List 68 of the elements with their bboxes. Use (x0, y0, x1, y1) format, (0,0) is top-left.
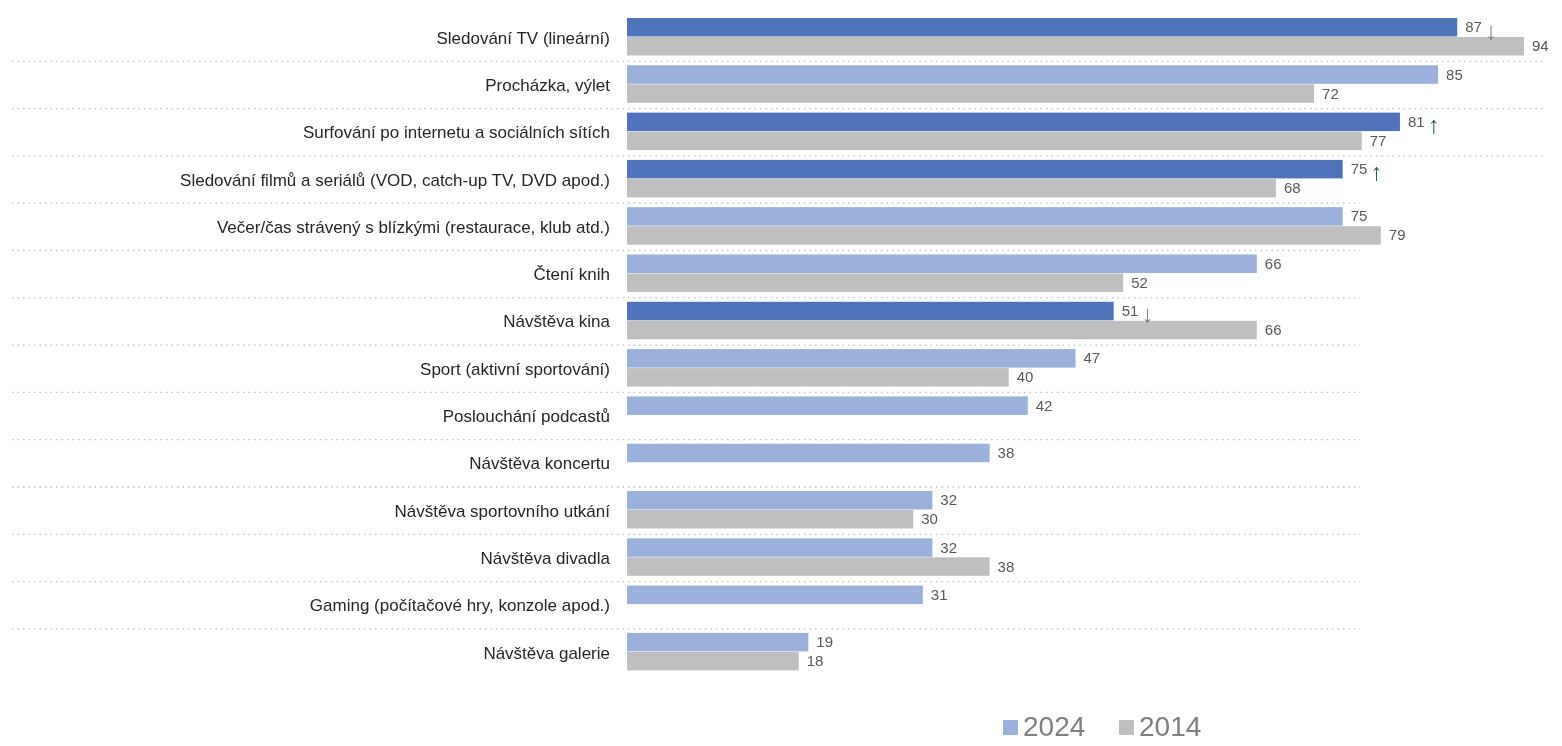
data-label: 77 (1369, 131, 1387, 149)
data-label: 66 (1264, 254, 1282, 272)
data-label: 31 (930, 585, 948, 603)
bar (627, 159, 1343, 179)
data-label: 18 (806, 652, 824, 670)
data-label: 52 (1131, 273, 1148, 291)
down-arrow-icon: ↓ (1141, 300, 1154, 328)
y-tick-label: Sledování TV (lineární) (436, 28, 610, 48)
data-label: 40 (1016, 368, 1034, 386)
data-label: 42 (1035, 396, 1053, 414)
y-tick-label: Návštěva kina (503, 312, 611, 332)
y-tick-label: Návštěva koncertu (469, 454, 610, 474)
data-label: 38 (997, 557, 1015, 575)
bar (627, 301, 1114, 321)
bar (627, 349, 1076, 368)
y-tick-label: Návštěva sportovního utkání (394, 501, 611, 521)
data-label: 75 (1350, 207, 1368, 225)
data-label: 47 (1083, 349, 1101, 367)
data-label: 30 (921, 510, 938, 528)
data-label: 32 (940, 491, 958, 509)
bar (627, 443, 990, 463)
bar (627, 396, 1028, 415)
y-tick-label: Gaming (počítačové hry, konzole apod.) (309, 596, 610, 616)
bar (627, 585, 923, 605)
data-label: 72 (1322, 84, 1339, 102)
bar (627, 491, 933, 510)
data-label: 68 (1283, 179, 1301, 197)
data-label: 85 (1446, 65, 1463, 83)
up-arrow-icon: ↑ (1427, 111, 1440, 139)
y-tick-label: Surfování po internetu a sociálních sítích (302, 123, 610, 143)
data-label: 87 (1465, 18, 1482, 36)
bar (627, 112, 1400, 132)
data-label: 66 (1264, 321, 1282, 339)
bar (627, 557, 990, 576)
y-tick-label: Procházka, výlet (485, 75, 611, 95)
data-label: 81 (1407, 112, 1425, 130)
bar (627, 368, 1009, 387)
bar (627, 510, 914, 529)
down-arrow-icon: ↓ (1485, 16, 1498, 44)
data-label: 38 (997, 443, 1015, 461)
bar (627, 131, 1362, 151)
y-tick-label: Sport (aktivní sportování) (420, 359, 610, 379)
y-tick-label: Sledování filmů a seriálů (VOD, catch-up TV, DVD apod.) (180, 170, 610, 190)
data-label: 94 (1532, 37, 1549, 55)
y-tick-label: Večer/čas strávený s blízkými (restaurace, klub atd.) (216, 217, 610, 237)
data-label: 79 (1388, 226, 1406, 244)
up-arrow-icon: ↑ (1370, 158, 1383, 186)
bar (627, 18, 1458, 37)
bar (627, 632, 809, 652)
bar (627, 651, 799, 671)
data-label: 75 (1350, 160, 1368, 178)
bar (627, 226, 1381, 245)
bar (627, 178, 1276, 198)
bar (627, 254, 1257, 273)
y-tick-label: Poslouchání podcastů (442, 407, 610, 427)
y-tick-label: Návštěva divadla (480, 548, 611, 568)
bar (627, 538, 933, 557)
data-label: 51 (1121, 302, 1139, 320)
legend-label: 2014 (1139, 711, 1202, 742)
bar (627, 273, 1124, 292)
y-tick-label: Návštěva galerie (483, 643, 610, 663)
bar (627, 65, 1439, 84)
bar (627, 207, 1343, 226)
y-tick-label: Čtení knih (533, 265, 610, 285)
data-label: 32 (940, 538, 958, 556)
bar (627, 84, 1315, 103)
data-label: 19 (816, 633, 833, 651)
legend-label: 2024 (1023, 711, 1086, 742)
